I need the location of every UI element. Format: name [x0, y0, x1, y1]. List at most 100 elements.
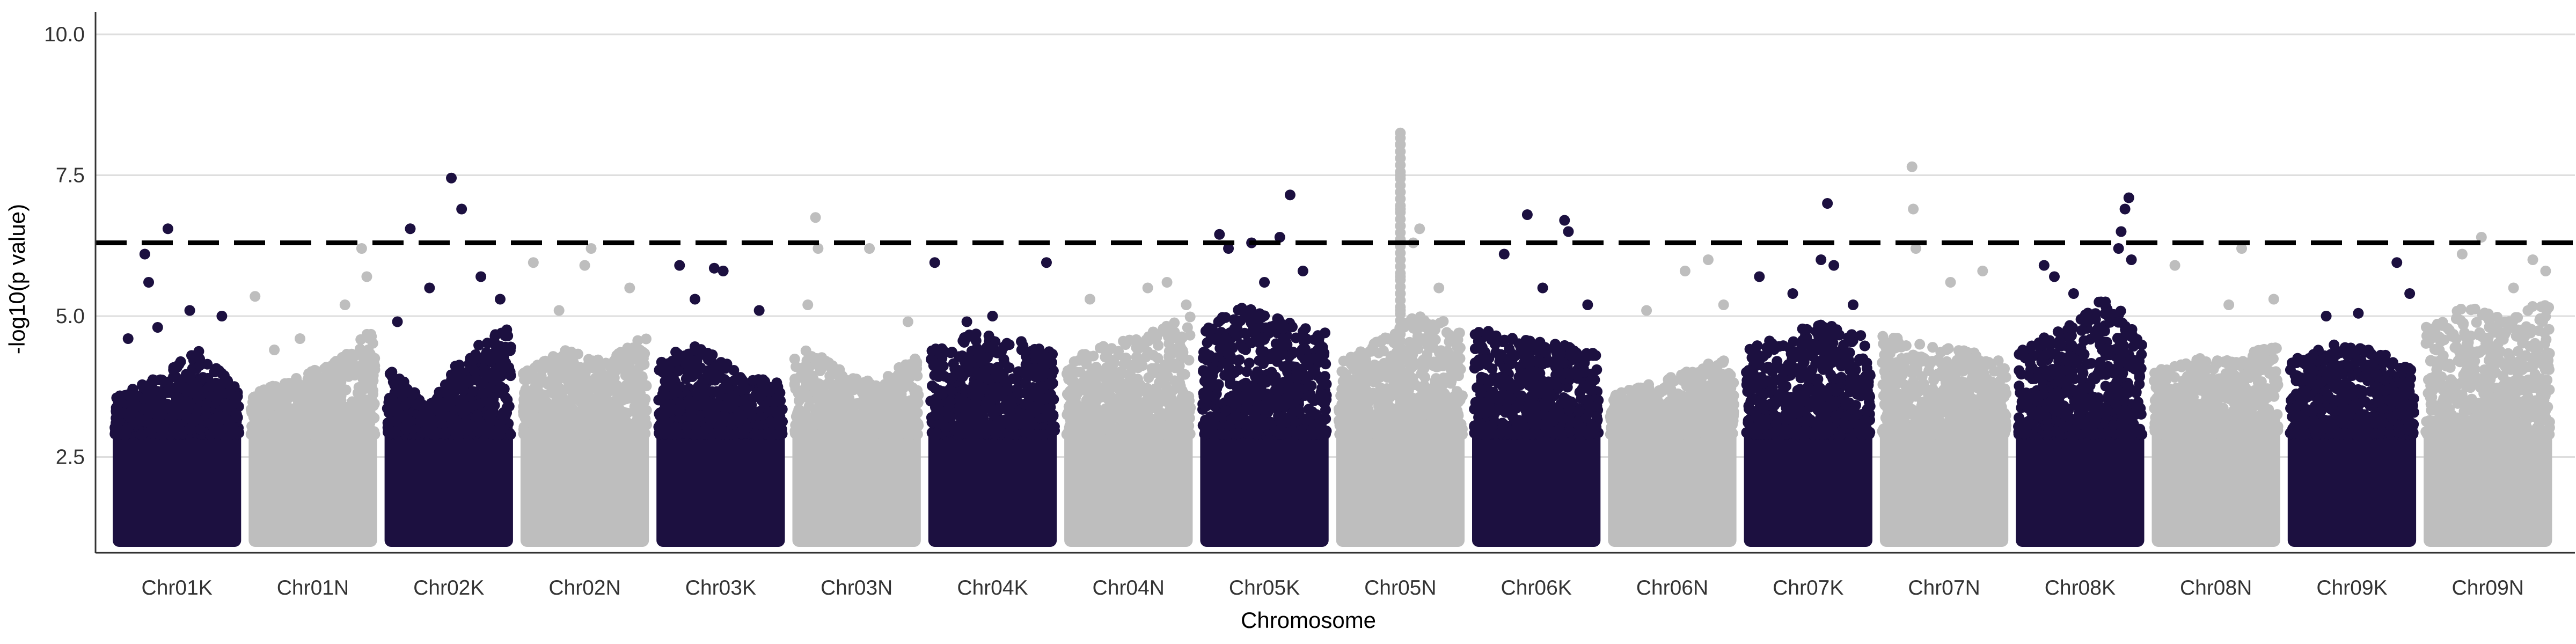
snp-point	[148, 402, 159, 413]
snp-point	[742, 401, 753, 412]
peak-point	[184, 305, 195, 316]
snp-point	[1161, 363, 1172, 375]
snp-point	[136, 429, 147, 440]
snp-point	[411, 399, 422, 410]
snp-point	[631, 353, 642, 364]
snp-point	[384, 368, 396, 379]
snp-point	[122, 389, 134, 400]
snp-point	[400, 400, 411, 411]
snp-point	[339, 401, 350, 413]
snp-point	[1031, 429, 1042, 440]
snp-point	[869, 428, 880, 440]
peak-point	[689, 294, 700, 305]
snp-point	[459, 375, 470, 386]
snp-point	[271, 382, 282, 393]
snp-point	[827, 360, 838, 371]
snp-point	[959, 397, 970, 408]
snp-point	[361, 421, 372, 432]
snp-point	[466, 400, 477, 412]
snp-point	[848, 426, 859, 437]
snp-point	[547, 418, 558, 429]
snp-point	[1096, 371, 1107, 382]
snp-point	[184, 413, 195, 424]
snp-point	[501, 324, 513, 335]
snp-point	[1169, 375, 1180, 386]
snp-point	[662, 399, 674, 410]
snp-point	[985, 425, 997, 436]
snp-point	[1020, 387, 1031, 399]
snp-point	[438, 386, 449, 398]
snp-point	[957, 335, 969, 347]
snp-point	[728, 364, 740, 376]
snp-point	[526, 426, 537, 437]
snp-point	[1161, 320, 1172, 332]
snp-point	[839, 401, 850, 412]
snp-point	[520, 384, 531, 395]
snp-point	[363, 344, 374, 355]
snp-point	[981, 384, 992, 396]
snp-point	[1109, 357, 1120, 369]
snp-point	[485, 355, 496, 367]
snp-point	[863, 399, 874, 411]
snp-point	[248, 412, 259, 423]
snp-point	[798, 371, 809, 382]
snp-point	[855, 414, 866, 425]
snp-point	[653, 421, 664, 433]
snp-point	[583, 358, 595, 369]
peak-point	[674, 260, 685, 271]
data-points	[109, 127, 2555, 547]
snp-point	[157, 407, 168, 419]
snp-point	[1041, 352, 1052, 363]
snp-point	[111, 407, 122, 418]
peak-point	[339, 299, 350, 310]
snp-point	[487, 369, 498, 380]
snp-point	[597, 418, 609, 429]
snp-point	[930, 362, 941, 373]
snp-point	[144, 426, 156, 437]
snp-point	[206, 391, 217, 402]
snp-point	[1140, 334, 1152, 346]
snp-point	[1082, 370, 1094, 381]
snp-point	[811, 393, 822, 405]
snp-point	[217, 387, 229, 399]
snp-point	[750, 429, 762, 440]
snp-point	[310, 407, 321, 419]
snp-point	[983, 330, 994, 341]
dense-points-band	[520, 426, 649, 547]
snp-point	[1001, 404, 1013, 415]
snp-point	[722, 429, 733, 440]
snp-point	[499, 361, 510, 372]
snp-point	[171, 372, 182, 383]
peak-point	[810, 212, 821, 223]
peak-point	[579, 260, 590, 271]
snp-point	[711, 386, 722, 397]
snp-point	[674, 381, 685, 392]
snp-point	[1130, 392, 1141, 403]
peak-point	[361, 271, 372, 282]
dense-points-band	[928, 426, 1057, 547]
peak-point	[216, 311, 228, 321]
snp-point	[619, 353, 631, 364]
snp-point	[156, 390, 167, 401]
snp-point	[789, 379, 800, 391]
snp-point	[1152, 396, 1163, 407]
snp-point	[580, 429, 591, 440]
snp-point	[208, 421, 219, 432]
snp-point	[987, 408, 999, 419]
peak-point	[1041, 257, 1052, 268]
snp-point	[878, 383, 889, 394]
snp-point	[696, 399, 707, 411]
snp-point	[526, 413, 538, 425]
snp-point	[848, 384, 859, 396]
snp-point	[894, 385, 905, 396]
snp-point	[909, 387, 920, 398]
peak-point	[295, 333, 306, 344]
snp-point	[815, 364, 826, 376]
peak-point	[139, 248, 150, 260]
dense-points-band	[248, 426, 377, 547]
peak-point	[987, 311, 998, 321]
peak-point	[475, 271, 487, 282]
peak-point	[269, 345, 280, 355]
snp-point	[109, 426, 121, 437]
snp-point	[1005, 394, 1016, 406]
